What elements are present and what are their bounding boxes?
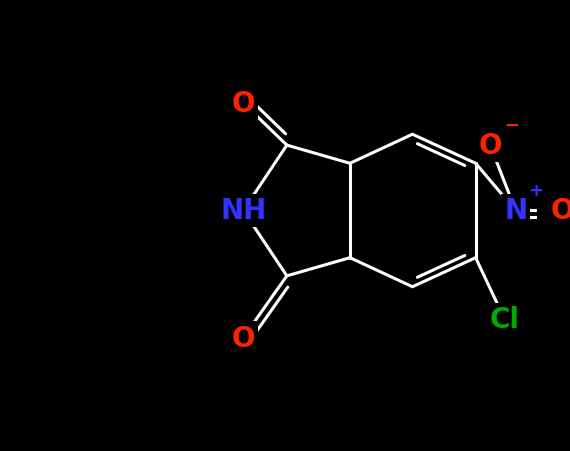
Text: N: N (504, 197, 527, 225)
Text: O: O (231, 324, 255, 352)
Text: O: O (551, 197, 570, 225)
Text: Cl: Cl (490, 306, 520, 334)
Text: NH: NH (220, 197, 266, 225)
Text: O: O (478, 132, 502, 160)
Text: +: + (528, 182, 543, 200)
Text: O: O (231, 90, 255, 118)
Text: −: − (504, 116, 519, 134)
